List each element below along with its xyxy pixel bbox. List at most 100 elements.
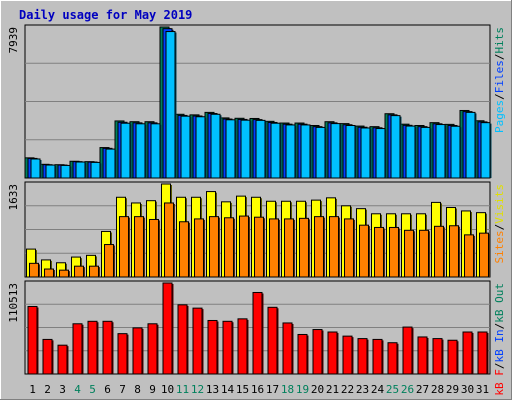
bar-sites-day-17 [269,218,279,278]
bar-sites-day-4 [74,265,84,278]
legend: kB F/kB In/kB Out [493,283,506,396]
bar-sites-day-25 [389,226,399,278]
bar-kb-f-day-1 [27,305,38,375]
legend-entry: / [493,224,506,231]
legend-entry: / [493,93,506,100]
legend-entry: / [493,363,506,370]
bar-pages-day-2 [45,164,56,179]
x-tick-label: 29 [446,383,459,396]
bar-sites-day-14 [224,217,234,278]
bar-pages-day-20 [315,126,326,179]
legend-entry: Files [493,60,506,93]
x-tick-label: 16 [251,383,264,396]
bar-sites-day-8 [134,216,144,278]
bar-sites-day-23 [359,224,369,278]
bar-sites-day-31 [479,232,489,278]
x-tick-label: 15 [236,383,249,396]
legend-entry: kB Out [493,283,506,323]
x-tick-label: 31 [476,383,489,396]
x-tick-label: 26 [401,383,414,396]
y-max-label: 110513 [7,283,20,323]
bar-pages-day-19 [300,124,311,179]
bar-kb-f-day-18 [282,322,293,375]
bar-sites-day-15 [239,215,249,278]
bar-pages-day-27 [420,126,431,179]
bar-kb-f-day-6 [102,320,113,375]
legend: Sites/Visits [493,184,506,264]
x-tick-label: 4 [74,383,81,396]
x-tick-label: 21 [326,383,339,396]
x-tick-label: 18 [281,383,294,396]
bar-kb-f-day-17 [267,306,278,375]
legend-entry: Hits [493,27,506,54]
bar-sites-day-28 [434,225,444,278]
legend-entry: kB In [493,329,506,362]
bar-pages-day-11 [180,115,191,179]
bar-kb-f-day-3 [57,344,68,375]
x-tick-label: 2 [44,383,51,396]
x-tick-label: 1 [29,383,36,396]
x-tick-label: 17 [266,383,279,396]
x-tick-label: 30 [461,383,474,396]
bar-kb-f-day-30 [462,331,473,375]
bar-sites-day-19 [299,217,309,278]
bar-kb-f-day-20 [312,329,323,375]
bar-kb-f-day-10 [162,282,173,375]
bar-kb-f-day-22 [342,335,353,375]
bar-kb-f-day-15 [237,318,248,375]
bar-kb-f-day-12 [192,307,203,375]
bar-kb-f-day-19 [297,333,308,375]
legend-entry: Visits [493,184,506,224]
legend-entry: Pages [493,100,506,133]
bar-sites-day-1 [29,262,39,278]
bar-kb-f-day-14 [222,320,233,375]
bar-sites-day-3 [59,269,69,278]
bar-kb-f-day-29 [447,339,458,375]
bar-kb-f-day-11 [177,304,188,375]
bar-sites-day-30 [464,234,474,278]
x-tick-label: 20 [311,383,324,396]
x-tick-label: 25 [386,383,399,396]
bar-sites-day-10 [164,202,174,278]
x-tick-label: 12 [191,383,204,396]
bar-sites-day-13 [209,216,219,278]
bar-sites-day-12 [194,218,204,278]
bar-kb-f-day-5 [87,320,98,375]
bar-sites-day-2 [44,268,54,278]
bar-sites-day-24 [374,226,384,278]
legend-entry: kB F [493,369,506,396]
bar-kb-f-day-23 [357,338,368,375]
bar-sites-day-26 [404,229,414,278]
y-max-label: 7939 [7,27,20,54]
x-tick-label: 6 [104,383,111,396]
bar-sites-day-11 [179,221,189,278]
bar-sites-day-5 [89,265,99,278]
x-tick-label: 3 [59,383,66,396]
bar-pages-day-7 [120,122,131,179]
x-tick-label: 28 [431,383,444,396]
bar-kb-f-day-27 [417,336,428,375]
legend: Pages/Files/Hits [493,27,506,133]
bar-pages-day-22 [345,125,356,179]
bar-pages-day-12 [195,116,206,179]
bar-pages-day-23 [360,127,371,179]
bar-kb-f-day-28 [432,338,443,375]
bar-pages-day-6 [105,148,116,179]
bar-kb-f-day-13 [207,319,218,375]
bar-kb-f-day-2 [42,338,53,375]
bar-pages-day-17 [270,122,281,179]
bar-pages-day-10 [165,31,176,179]
x-tick-label: 27 [416,383,429,396]
bar-sites-day-29 [449,225,459,278]
bar-pages-day-31 [480,122,491,179]
bar-kb-f-day-24 [372,338,383,375]
bar-sites-day-27 [419,229,429,278]
bar-pages-day-24 [375,128,386,179]
x-tick-label: 5 [89,383,96,396]
x-tick-label: 19 [296,383,309,396]
x-tick-label: 22 [341,383,354,396]
bar-kb-f-day-31 [477,331,488,375]
